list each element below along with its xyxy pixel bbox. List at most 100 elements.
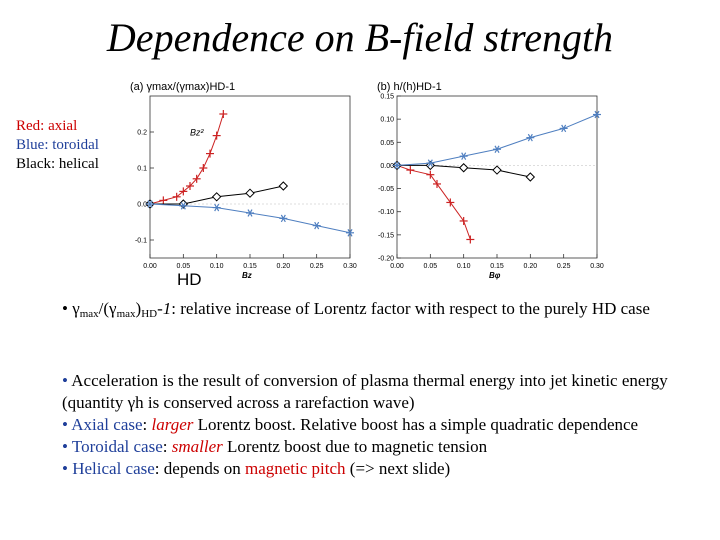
panel-label: (a) γmax/(γmax)HD-1 [130, 81, 235, 93]
x-tick-label: 0.05 [424, 263, 438, 270]
gamma-symbol: γ [72, 299, 80, 318]
plot-frame [149, 95, 351, 259]
data-point [446, 198, 455, 207]
data-point [212, 131, 221, 140]
data-point [199, 164, 208, 172]
data-point [146, 200, 154, 208]
bullet-marker: • [62, 299, 68, 318]
axial-case-label: Axial case [71, 415, 143, 434]
data-point [206, 149, 214, 158]
data-point [559, 124, 568, 133]
y-tick-label: -0.10 [378, 209, 394, 216]
x-tick-label: 0.30 [590, 263, 604, 270]
color-legend: Red: axial Blue: toroidal Black: helical [16, 117, 99, 174]
x-tick-label: 0.20 [277, 263, 291, 270]
slide-title: Dependence on B-field strength [106, 15, 614, 60]
helical-case-label: Helical case [72, 459, 155, 478]
series-line [149, 203, 351, 234]
bullet-axial: • Axial case: larger Lorentz boost. Rela… [62, 414, 702, 436]
data-point [593, 110, 601, 119]
x-tick-label: 0.15 [243, 263, 257, 270]
x-axis-label: Bz [242, 271, 252, 280]
minus-sign: - [157, 299, 163, 318]
y-tick-label: 0.2 [137, 130, 147, 137]
data-point [526, 133, 535, 142]
bullet-marker: • [62, 459, 68, 478]
x-tick-label: 0.30 [343, 263, 357, 270]
magnetic-pitch: magnetic pitch [244, 459, 346, 478]
data-point [212, 203, 221, 212]
x-tick-label: 0.00 [143, 263, 157, 270]
data-point [172, 192, 181, 201]
max-subscript-2: max [116, 308, 136, 320]
plot-frame [396, 95, 598, 259]
y-tick-label: -0.20 [378, 256, 394, 263]
legend-helical: Black: helical [16, 156, 99, 172]
panel-label: (b) h/(h)HD-1 [377, 81, 442, 93]
data-point [426, 170, 435, 179]
data-point [426, 159, 435, 167]
one-italic: 1 [162, 299, 172, 318]
bullet-gamma-definition: • γmax/(γmax)HD-1: relative increase of … [62, 298, 672, 325]
data-point [179, 202, 188, 210]
plot-b: (b) h/(h)HD-1 0.00 0.05 0.10 0.15 0.20 0.25 0.3… [377, 81, 604, 280]
bullet-list: • Acceleration is the result of conversi… [62, 370, 702, 480]
data-point [179, 187, 188, 196]
data-point [211, 192, 222, 202]
y-tick-label: -0.1 [135, 238, 147, 245]
hd-subscript: HD [141, 308, 158, 320]
data-point [393, 161, 401, 170]
plot-a: (a) γmax/(γmax)HD-1 0.00 0.05 0.10 0.15 0.20 0… [130, 81, 357, 280]
y-tick-label: 0.05 [380, 140, 394, 147]
data-point [493, 145, 501, 153]
y-tick-label: 0.00 [380, 163, 394, 170]
gamma-mid: /(γ [98, 299, 117, 318]
smaller-word: smaller [171, 437, 223, 456]
data-point [459, 216, 468, 225]
toroidal-text: Lorentz boost due to magnetic tension [222, 437, 488, 456]
hd-label: HD [177, 270, 202, 289]
helical-text: (=> next slide) [345, 459, 451, 478]
series-line [149, 113, 224, 205]
bullet-marker: • [62, 371, 68, 390]
y-tick-label: 0.1 [137, 166, 147, 173]
bullet-marker: • [62, 437, 68, 456]
data-point [406, 166, 415, 175]
data-point [433, 179, 441, 188]
gamma-description: : relative increase of Lorentz factor wi… [171, 299, 650, 318]
data-point [458, 163, 469, 173]
x-tick-label: 0.25 [310, 263, 324, 270]
y-tick-label: 0.15 [380, 94, 394, 101]
axial-text: Lorentz boost. Relative boost has a simp… [193, 415, 639, 434]
bullet-marker: • [62, 415, 68, 434]
bullet-toroidal: • Toroidal case: smaller Lorentz boost d… [62, 436, 702, 458]
x-tick-label: 0.05 [177, 263, 191, 270]
data-point [279, 214, 288, 223]
data-point [312, 221, 321, 230]
x-tick-label: 0.15 [490, 263, 504, 270]
data-point [492, 165, 502, 175]
data-point [346, 229, 354, 237]
gamma-close: ) [135, 299, 142, 318]
data-point [466, 235, 475, 244]
x-tick-label: 0.25 [557, 263, 571, 270]
legend-toroidal: Blue: toroidal [16, 137, 99, 153]
data-point [192, 174, 201, 183]
x-tick-label: 0.20 [524, 263, 538, 270]
data-point [246, 209, 254, 217]
legend-axial: Red: axial [16, 118, 78, 134]
data-point [459, 152, 468, 160]
annotation-label: Bz² [190, 128, 205, 138]
data-point [186, 182, 194, 190]
y-tick-label: 0.0 [137, 202, 147, 209]
x-tick-label: 0.00 [390, 263, 404, 270]
toroidal-colon: : [162, 437, 172, 456]
toroidal-case-label: Toroidal case [71, 437, 163, 456]
data-point [219, 110, 228, 118]
y-tick-label: -0.05 [378, 186, 394, 193]
acceleration-text: Acceleration is the result of conversion… [62, 371, 668, 412]
x-axis-label: Bφ [489, 271, 501, 280]
data-point [159, 196, 168, 205]
bullet-acceleration: • Acceleration is the result of conversi… [62, 370, 702, 414]
bullet-helical: • Helical case: depends on magnetic pitc… [62, 458, 702, 480]
